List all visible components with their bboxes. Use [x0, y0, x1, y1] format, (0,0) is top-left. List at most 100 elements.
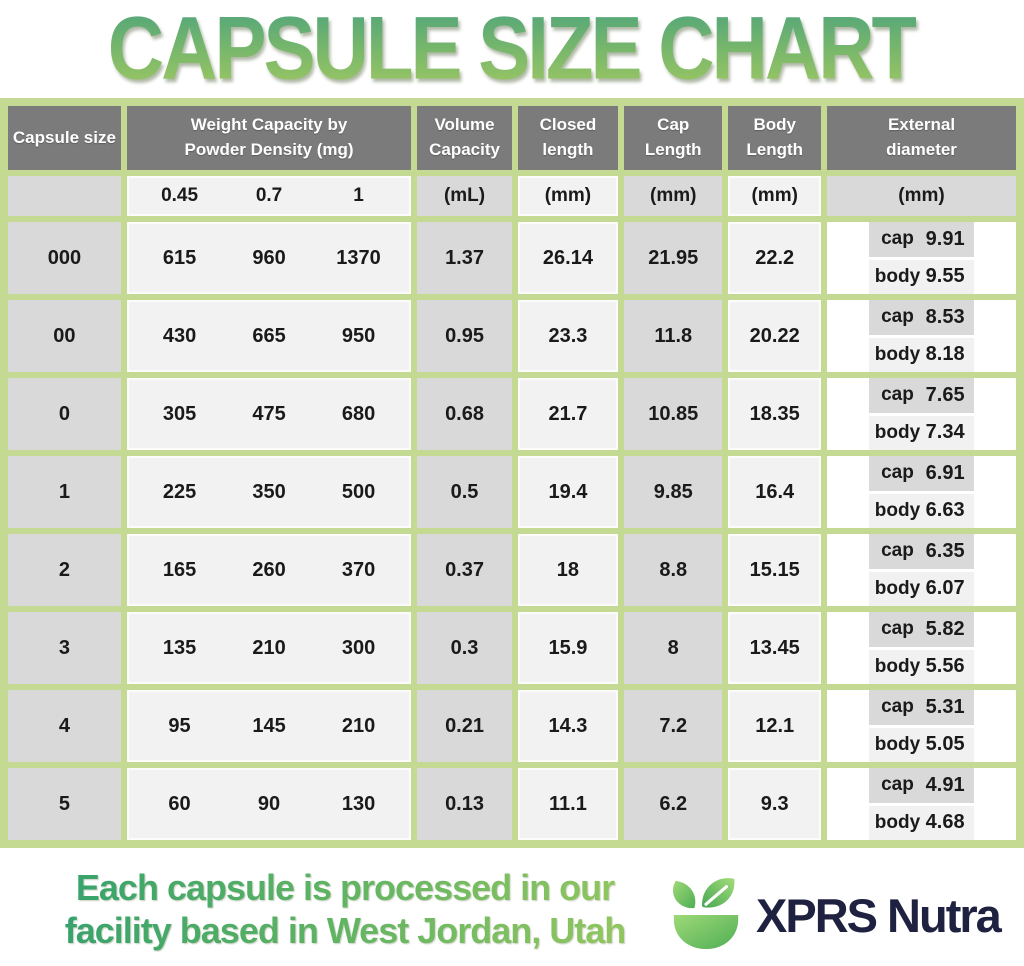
body-length-cell: 12.1 [728, 690, 821, 762]
volume-capacity-cell: 0.13 [417, 768, 512, 840]
weight-at-045: 615 [162, 246, 197, 269]
capsule-size-cell: 2 [8, 534, 121, 606]
external-cap-row: cap 9.91 [869, 222, 974, 257]
weight-at-07: 350 [252, 480, 286, 503]
units-capsule-size [8, 176, 121, 216]
units-density-045: 0.45 [161, 185, 199, 206]
weight-capacity-cell: 135 210 300 [126, 612, 412, 684]
cap-length-cell: 10.85 [624, 378, 723, 450]
header-volume-line2: Capacity [429, 140, 500, 159]
external-diameter-cell: cap 6.91 body 6.63 [827, 456, 1016, 528]
body-diameter-value: 5.56 [925, 655, 965, 678]
closed-length-cell: 23.3 [517, 300, 619, 372]
units-density-1: 1 [353, 185, 364, 206]
closed-length-cell: 18 [517, 534, 619, 606]
header-weight-capacity: Weight Capacity by Powder Density (mg) [126, 106, 412, 170]
volume-capacity-cell: 0.21 [417, 690, 512, 762]
external-diameter-cell: cap 8.53 body 8.18 [827, 300, 1016, 372]
cap-length-cell: 8.8 [624, 534, 723, 606]
weight-at-07: 145 [252, 714, 286, 737]
external-cap-row: cap 8.53 [869, 300, 974, 335]
footer-tagline-line2: facility based in West Jordan, Utah [64, 910, 626, 952]
weight-at-045: 95 [168, 714, 191, 737]
volume-capacity-cell: 0.37 [417, 534, 512, 606]
units-body-length: (mm) [728, 176, 821, 216]
external-diameter-cell: cap 9.91 body 9.55 [827, 222, 1016, 294]
page-title-wrap: CAPSULE SIZE CHART [0, 0, 1024, 98]
header-closed-length: Closed length [517, 106, 619, 170]
header-external-line1: External [887, 115, 956, 135]
body-length-cell: 16.4 [728, 456, 821, 528]
cap-length-cell: 11.8 [624, 300, 723, 372]
body-length-cell: 15.15 [728, 534, 821, 606]
weight-capacity-cell: 615 960 1370 [126, 222, 412, 294]
body-length-cell: 20.22 [728, 300, 821, 372]
cap-diameter-value: 8.53 [925, 305, 965, 328]
weight-at-07: 210 [252, 636, 286, 659]
cap-length-cell: 21.95 [624, 222, 723, 294]
weight-at-07: 260 [252, 558, 286, 581]
body-diameter-value: 5.05 [925, 733, 965, 756]
body-diameter-value: 6.63 [925, 499, 965, 522]
capsule-size-cell: 0 [8, 378, 121, 450]
body-length-cell: 9.3 [728, 768, 821, 840]
cap-diameter-value: 4.91 [925, 773, 965, 796]
weight-capacity-cell: 430 665 950 [126, 300, 412, 372]
header-volume-capacity: Volume Capacity [417, 106, 512, 170]
header-capsule-size: Capsule size [8, 106, 121, 170]
capsule-size-cell: 000 [8, 222, 121, 294]
brand-logo: XPRS Nutra [668, 872, 1002, 959]
external-cap-row: cap 5.82 [869, 612, 974, 647]
external-cap-row: cap 7.65 [869, 378, 974, 413]
capsule-size-cell: 00 [8, 300, 121, 372]
weight-capacity-cell: 305 475 680 [126, 378, 412, 450]
capsule-size-cell: 4 [8, 690, 121, 762]
body-label: body [874, 733, 921, 755]
volume-capacity-cell: 0.5 [417, 456, 512, 528]
body-label: body [874, 577, 921, 599]
weight-at-1: 210 [341, 714, 376, 737]
header-cap-line2: Length [644, 140, 702, 159]
closed-length-cell: 26.14 [517, 222, 619, 294]
header-cap-line1: Cap [657, 115, 690, 135]
weight-at-07: 960 [252, 246, 286, 269]
cap-label: cap [881, 306, 914, 328]
cap-label: cap [881, 228, 914, 250]
external-body-row: body 6.07 [869, 571, 974, 606]
units-weight-densities: 0.45 0.7 1 [126, 176, 412, 216]
units-external-diameter: (mm) [827, 176, 1016, 216]
units-cap-length: (mm) [624, 176, 723, 216]
header-body-line1: Body [753, 115, 796, 135]
weight-at-07: 475 [252, 402, 286, 425]
weight-at-045: 305 [162, 402, 197, 425]
weight-at-1: 130 [341, 792, 376, 815]
body-label: body [874, 499, 921, 521]
weight-at-045: 60 [168, 792, 191, 815]
footer-tagline: Each capsule is processed in our facilit… [10, 866, 680, 952]
cap-diameter-value: 9.91 [925, 227, 965, 250]
footer: Each capsule is processed in our facilit… [0, 858, 1024, 966]
cap-label: cap [881, 618, 914, 640]
external-diameter-cell: cap 6.35 body 6.07 [827, 534, 1016, 606]
weight-at-1: 300 [341, 636, 376, 659]
body-diameter-value: 6.07 [925, 577, 965, 600]
header-external-diameter: External diameter [827, 106, 1016, 170]
weight-capacity-cell: 225 350 500 [126, 456, 412, 528]
closed-length-cell: 11.1 [517, 768, 619, 840]
header-capsule-size-label: Capsule size [12, 127, 116, 147]
capsule-size-cell: 3 [8, 612, 121, 684]
weight-at-045: 165 [162, 558, 197, 581]
external-body-row: body 5.05 [869, 727, 974, 762]
closed-length-cell: 14.3 [517, 690, 619, 762]
volume-capacity-cell: 1.37 [417, 222, 512, 294]
capsule-size-cell: 1 [8, 456, 121, 528]
weight-at-045: 135 [162, 636, 197, 659]
header-cap-length: Cap Length [624, 106, 723, 170]
header-volume-line1: Volume [434, 115, 495, 135]
cap-label: cap [881, 774, 914, 796]
header-closed-line2: length [542, 140, 594, 159]
body-label: body [874, 655, 921, 677]
header-weight-line1: Weight Capacity by [190, 115, 348, 135]
external-body-row: body 6.63 [869, 493, 974, 528]
external-cap-row: cap 4.91 [869, 768, 974, 803]
